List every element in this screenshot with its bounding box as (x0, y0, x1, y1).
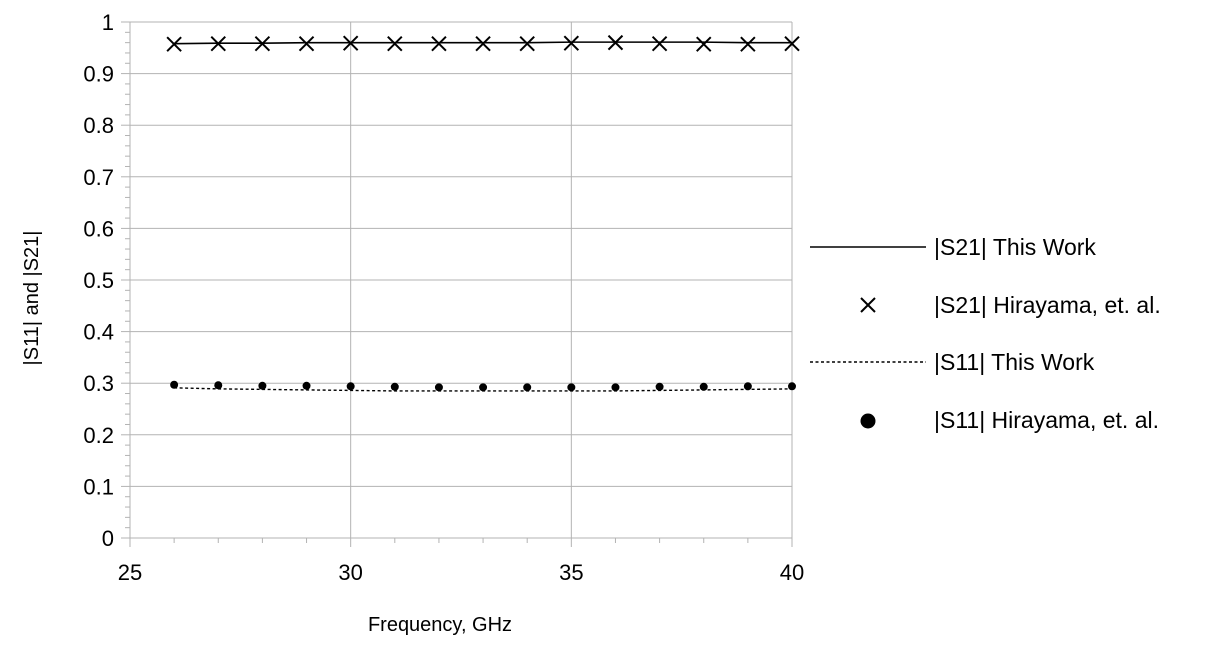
x-axis-title: Frequency, GHz (368, 614, 512, 636)
dot-marker-point (788, 382, 796, 391)
labels-layer: 0 0.1 0.2 0.3 0.4 0.5 0.6 0.7 0.8 0.9 1 25 30 35 40 (83, 10, 804, 585)
y-tick-label: 0.9 (83, 62, 114, 87)
y-tick-label: 0.1 (83, 474, 114, 499)
y-tick-label: 0 (102, 526, 114, 551)
x-marker-point (740, 36, 756, 52)
dot-marker-point (567, 383, 576, 392)
x-marker-point (210, 35, 226, 52)
x-marker-point (519, 35, 535, 52)
x-tick-label: 25 (118, 560, 142, 585)
x-marker-point (607, 34, 624, 51)
legend-label-s11-this-work: |S11| This Work (934, 349, 1095, 375)
x-marker-point (475, 35, 491, 52)
x-marker-point (696, 36, 712, 52)
x-marker-point (166, 36, 182, 52)
legend-item-s21-hirayama: |S21| Hirayama, et. al. (860, 292, 1161, 318)
dot-marker-point (258, 381, 267, 390)
y-tick-label: 0.8 (83, 113, 114, 138)
x-tick-label: 30 (338, 560, 362, 585)
x-marker-point (342, 35, 359, 51)
y-tick-label: 0.4 (83, 320, 114, 345)
series-layer (166, 34, 800, 392)
legend-swatch-dot-marker (860, 413, 876, 429)
legend: |S21| This Work |S21| Hirayama, et. al. … (810, 234, 1161, 433)
dot-marker-point (302, 381, 311, 390)
x-marker-point (387, 35, 403, 52)
x-marker-point (298, 35, 315, 52)
x-marker-point (651, 35, 668, 52)
legend-item-s11-hirayama: |S11| Hirayama, et. al. (860, 407, 1159, 433)
dot-marker-point (655, 382, 664, 391)
x-tick-label: 35 (559, 560, 583, 585)
y-tick-label: 0.3 (83, 371, 114, 396)
dot-marker-point (346, 382, 355, 391)
y-tick-label: 0.6 (83, 216, 114, 241)
grid-layer (129, 21, 793, 539)
legend-item-s11-this-work: |S11| This Work (810, 349, 1095, 375)
dot-marker-point (214, 381, 223, 390)
dot-marker-point (170, 380, 179, 389)
x-marker-point (563, 35, 580, 51)
y-axis-title: |S11| and |S21| (21, 231, 43, 366)
y-tick-label: 0.5 (83, 268, 114, 293)
dot-marker-point (699, 382, 708, 391)
dot-marker-point (523, 383, 532, 392)
legend-label-s11-hirayama: |S11| Hirayama, et. al. (934, 407, 1159, 433)
dot-marker-point (743, 382, 752, 391)
y-tick-label: 1 (102, 10, 114, 35)
legend-label-s21-this-work: |S21| This Work (934, 234, 1096, 260)
legend-item-s21-this-work: |S21| This Work (810, 234, 1096, 260)
legend-label-s21-hirayama: |S21| Hirayama, et. al. (934, 292, 1161, 318)
dot-marker-point (611, 383, 620, 392)
x-marker-point (784, 35, 800, 52)
y-tick-label: 0.2 (83, 423, 114, 448)
dot-marker-point (390, 382, 399, 391)
legend-swatch-x-marker (860, 297, 876, 313)
dot-marker-point (479, 383, 488, 392)
x-tick-label: 40 (780, 560, 804, 585)
x-marker-point (431, 35, 447, 52)
x-marker-point (254, 35, 271, 52)
y-tick-label: 0.7 (83, 165, 114, 190)
dot-marker-point (434, 383, 443, 392)
axis-layer (121, 21, 793, 547)
